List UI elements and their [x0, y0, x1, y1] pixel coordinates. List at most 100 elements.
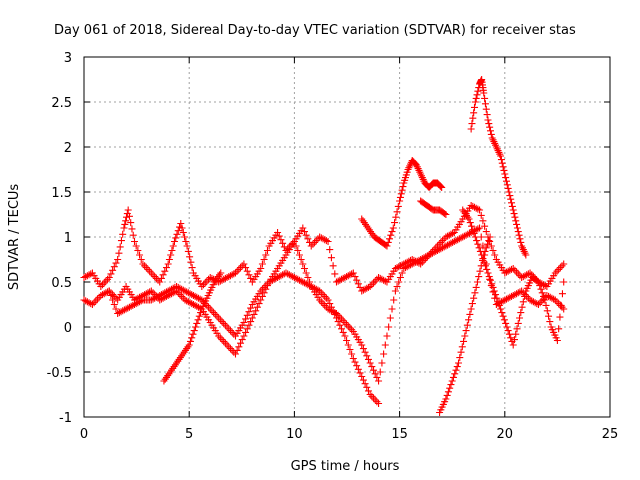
- data-point: [243, 311, 251, 319]
- data-point: [497, 305, 505, 313]
- data-point: [182, 238, 190, 245]
- data-point: [490, 287, 498, 295]
- data-point: [487, 130, 495, 138]
- data-point: [197, 309, 205, 317]
- data-point: [491, 251, 499, 259]
- data-point: [396, 193, 404, 201]
- data-point: [560, 260, 568, 268]
- data-point: [363, 352, 371, 360]
- data-point: [218, 336, 226, 344]
- data-point: [332, 314, 340, 322]
- data-point: [151, 273, 159, 281]
- data-point: [129, 231, 137, 239]
- data-point: [437, 183, 445, 191]
- y-tick-label: 0: [64, 321, 72, 336]
- data-point: [442, 395, 450, 403]
- data-point: [366, 359, 374, 367]
- data-point: [329, 307, 337, 315]
- data-point: [553, 267, 561, 275]
- data-point: [516, 288, 524, 296]
- data-point: [455, 359, 463, 367]
- data-point: [187, 258, 195, 266]
- data-point: [349, 269, 357, 277]
- data-point: [161, 267, 169, 275]
- data-point: [226, 327, 234, 335]
- y-tick-label: -1: [59, 411, 72, 426]
- data-point: [221, 321, 229, 329]
- data-point: [506, 192, 514, 200]
- data-point: [349, 355, 357, 362]
- data-point: [398, 186, 406, 194]
- data-point: [112, 305, 120, 313]
- data-point: [327, 303, 335, 311]
- data-point: [220, 319, 228, 327]
- data-point: [217, 269, 225, 277]
- data-point: [363, 383, 371, 391]
- data-point: [102, 277, 110, 285]
- data-point: [245, 271, 253, 279]
- data-point: [192, 323, 200, 331]
- data-point: [105, 274, 113, 281]
- data-point: [517, 309, 525, 317]
- data-point: [353, 362, 361, 370]
- data-point: [321, 301, 329, 309]
- chart-title: Day 061 of 2018, Sidereal Day-to-day VTE…: [54, 23, 576, 38]
- data-point: [253, 303, 261, 311]
- data-point: [230, 348, 238, 356]
- data-point: [397, 190, 405, 198]
- data-point: [213, 312, 221, 320]
- data-point: [93, 295, 101, 303]
- data-point: [110, 301, 118, 308]
- data-point: [398, 269, 406, 277]
- data-point: [116, 243, 124, 251]
- data-point: [512, 330, 520, 338]
- data-point: [109, 296, 117, 304]
- data-point: [174, 227, 182, 235]
- data-point: [274, 229, 282, 236]
- data-point: [300, 228, 308, 236]
- data-point: [262, 251, 270, 259]
- data-point: [447, 381, 455, 389]
- data-point: [186, 253, 194, 261]
- data-point: [243, 267, 251, 275]
- data-point: [482, 105, 490, 113]
- data-point: [127, 219, 135, 227]
- data-point: [359, 345, 367, 353]
- data-point: [339, 328, 347, 336]
- data-point: [275, 232, 283, 240]
- data-point: [210, 309, 218, 317]
- data-point: [348, 350, 356, 358]
- y-tick-label: 3: [64, 51, 72, 66]
- data-point: [449, 373, 457, 381]
- data-point: [555, 265, 563, 273]
- data-point: [178, 292, 186, 300]
- data-point: [110, 263, 118, 271]
- y-tick-label: 1: [64, 231, 72, 246]
- data-point: [90, 299, 98, 307]
- data-point: [472, 283, 480, 291]
- data-point: [465, 316, 473, 324]
- data-point: [168, 247, 176, 254]
- data-point: [238, 336, 246, 344]
- data-point: [215, 314, 223, 322]
- data-point: [183, 242, 191, 250]
- data-point: [307, 242, 315, 250]
- data-point: [344, 341, 352, 349]
- data-point: [476, 267, 484, 275]
- data-point: [240, 319, 248, 326]
- data-point: [474, 240, 482, 248]
- data-point: [466, 310, 474, 318]
- data-point: [124, 206, 132, 214]
- data-point: [304, 235, 312, 243]
- data-point: [235, 265, 243, 273]
- data-point: [302, 269, 310, 277]
- data-point: [130, 238, 138, 245]
- data-point: [386, 235, 394, 243]
- data-point: [469, 114, 477, 122]
- data-point: [343, 337, 351, 344]
- data-point: [473, 237, 481, 245]
- data-point: [218, 318, 226, 326]
- data-point: [376, 368, 384, 376]
- data-point: [469, 226, 477, 234]
- data-point: [331, 310, 339, 318]
